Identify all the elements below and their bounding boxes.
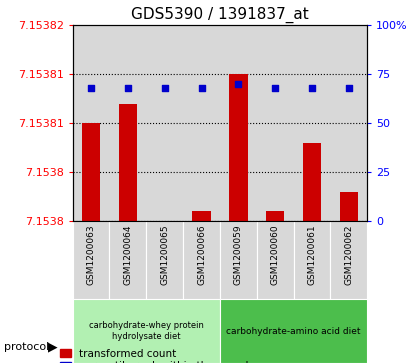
Text: GSM1200059: GSM1200059 bbox=[234, 225, 243, 285]
Point bbox=[88, 85, 94, 91]
Bar bbox=[330, 221, 367, 299]
Bar bbox=[229, 74, 248, 221]
Bar bbox=[73, 25, 110, 221]
Bar bbox=[294, 221, 330, 299]
Bar bbox=[183, 25, 220, 221]
Title: GDS5390 / 1391837_at: GDS5390 / 1391837_at bbox=[131, 7, 309, 23]
Point bbox=[235, 81, 242, 87]
Bar bbox=[339, 192, 358, 221]
Bar bbox=[110, 221, 146, 299]
Bar bbox=[73, 299, 220, 363]
Text: GSM1200060: GSM1200060 bbox=[271, 225, 280, 285]
Bar bbox=[220, 25, 257, 221]
Text: GSM1200065: GSM1200065 bbox=[160, 225, 169, 285]
Bar bbox=[220, 299, 367, 363]
Bar bbox=[110, 25, 146, 221]
Bar bbox=[73, 221, 110, 299]
Point bbox=[346, 85, 352, 91]
Text: GSM1200066: GSM1200066 bbox=[197, 225, 206, 285]
Point bbox=[198, 85, 205, 91]
Point bbox=[309, 85, 315, 91]
Text: carbohydrate-amino acid diet: carbohydrate-amino acid diet bbox=[226, 326, 361, 335]
Bar bbox=[146, 221, 183, 299]
Bar bbox=[303, 143, 321, 221]
Bar bbox=[266, 211, 284, 221]
Text: GSM1200063: GSM1200063 bbox=[87, 225, 95, 285]
Bar bbox=[257, 25, 294, 221]
Bar bbox=[183, 221, 220, 299]
Bar bbox=[119, 103, 137, 221]
Bar bbox=[257, 221, 294, 299]
Point bbox=[124, 85, 131, 91]
Point bbox=[161, 85, 168, 91]
Bar bbox=[82, 123, 100, 221]
Point bbox=[272, 85, 278, 91]
Bar bbox=[294, 25, 330, 221]
Text: GSM1200062: GSM1200062 bbox=[344, 225, 353, 285]
Text: carbohydrate-whey protein
hydrolysate diet: carbohydrate-whey protein hydrolysate di… bbox=[89, 321, 204, 341]
Text: GSM1200064: GSM1200064 bbox=[123, 225, 132, 285]
Text: protocol: protocol bbox=[4, 342, 49, 352]
Bar bbox=[192, 211, 211, 221]
Bar bbox=[330, 25, 367, 221]
Text: ▶: ▶ bbox=[48, 340, 57, 353]
Bar bbox=[146, 25, 183, 221]
Text: GSM1200061: GSM1200061 bbox=[308, 225, 317, 285]
Legend: transformed count, percentile rank within the sample: transformed count, percentile rank withi… bbox=[59, 348, 256, 363]
Bar bbox=[220, 221, 257, 299]
